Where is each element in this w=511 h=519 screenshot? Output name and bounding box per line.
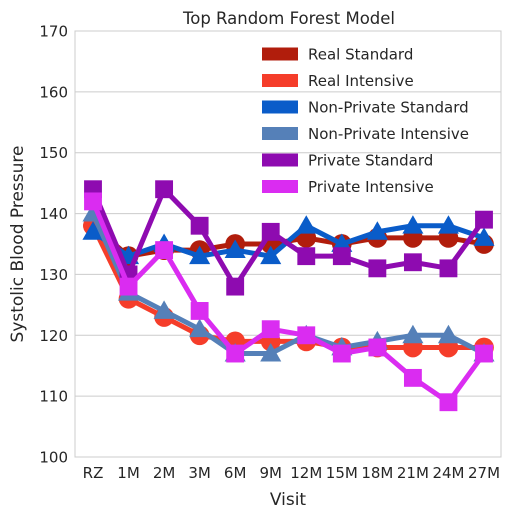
data-point [403, 253, 422, 272]
legend-entry: Real Intensive [308, 72, 414, 90]
y-tick-label: 140 [39, 205, 68, 223]
x-tick-label: 2M [153, 464, 176, 482]
data-point [260, 245, 282, 265]
legend-entry: Non-Private Standard [308, 99, 469, 117]
series-group [82, 180, 495, 412]
legend: Real Standard Real Intensive Non-Private S… [262, 46, 469, 196]
legend-swatch [262, 180, 298, 193]
legend-swatch [262, 127, 298, 140]
y-tick-label: 150 [39, 144, 68, 162]
data-point [226, 277, 245, 296]
data-point [402, 215, 424, 234]
y-tick-label: 110 [39, 388, 68, 406]
data-point [224, 239, 246, 258]
data-point [439, 259, 458, 278]
data-point [437, 215, 459, 234]
y-tick-labels: 100 110 120 130 140 150 160 170 [39, 23, 68, 467]
data-point [332, 247, 351, 266]
data-point [190, 216, 209, 235]
x-tick-label: 21M [397, 464, 429, 482]
data-point [437, 324, 459, 344]
legend-swatch [262, 74, 298, 87]
x-tick-label: 6M [224, 464, 247, 482]
data-point [403, 368, 422, 387]
x-tick-label: 18M [361, 464, 393, 482]
legend-entry: Private Intensive [308, 178, 434, 196]
y-tick-label: 100 [39, 449, 68, 467]
x-tick-label: 24M [432, 464, 464, 482]
x-tick-label: 1M [117, 464, 140, 482]
data-point [155, 241, 174, 260]
y-tick-label: 170 [39, 23, 68, 41]
data-point [261, 320, 280, 339]
data-point [402, 324, 424, 344]
data-point [332, 344, 351, 363]
data-point [82, 221, 104, 240]
data-point [190, 302, 209, 320]
x-axis-label: Visit [270, 490, 307, 510]
legend-swatch [262, 47, 298, 61]
series-5 [84, 192, 493, 412]
data-point [297, 326, 316, 345]
legend-swatch [262, 100, 298, 114]
legend-entry: Real Standard [308, 46, 413, 64]
y-tick-label: 130 [39, 266, 68, 284]
data-point [368, 338, 387, 357]
x-tick-labels: RZ 1M 2M 3M 6M 9M 12M 15M 18M 21M 24M 27M [83, 464, 500, 482]
chart-title: Top Random Forest Model [182, 9, 395, 28]
legend-entry: Private Standard [308, 152, 433, 170]
data-point [226, 344, 245, 363]
x-tick-label: RZ [83, 464, 104, 482]
data-point [366, 221, 388, 240]
data-point [189, 318, 211, 338]
data-point [84, 192, 102, 211]
data-point [295, 215, 317, 234]
y-tick-label: 120 [39, 327, 68, 345]
data-point [155, 180, 174, 199]
x-tick-label: 27M [468, 464, 500, 482]
data-point [153, 300, 175, 319]
data-point [297, 247, 316, 266]
data-point [473, 227, 495, 246]
data-point [368, 259, 387, 278]
x-tick-label: 15M [326, 464, 358, 482]
data-point [260, 343, 282, 362]
data-point [475, 344, 493, 363]
data-point [189, 245, 211, 265]
data-point [261, 222, 280, 241]
x-tick-label: 3M [188, 464, 211, 482]
legend-swatch [262, 153, 298, 167]
series-4 [84, 180, 493, 296]
legend-entry: Non-Private Intensive [308, 125, 469, 143]
data-point [439, 393, 458, 412]
data-point [475, 210, 493, 229]
x-tick-label: 12M [290, 464, 322, 482]
y-tick-label: 160 [39, 83, 68, 101]
x-tick-label: 9M [259, 464, 282, 482]
data-point [119, 277, 138, 296]
y-axis-label: Systolic Blood Pressure [8, 146, 28, 343]
